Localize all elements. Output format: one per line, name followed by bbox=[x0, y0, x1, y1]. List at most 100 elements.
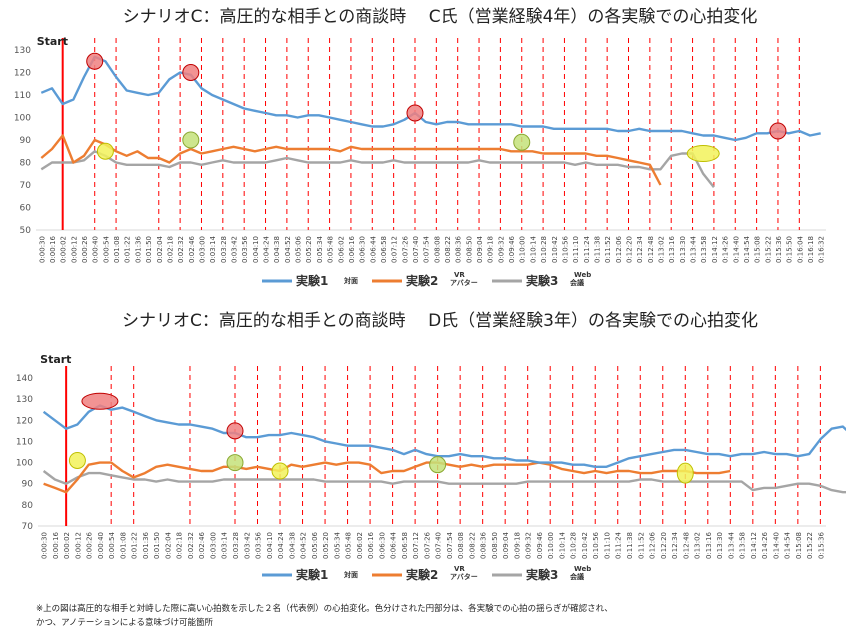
x-tick-label: 0:14:54 bbox=[784, 531, 792, 559]
legend-tag: VR アバター bbox=[450, 565, 478, 581]
x-tick-label: 0:00:30 bbox=[38, 236, 46, 263]
x-tick-label: 0:07:26 bbox=[401, 235, 409, 263]
legend-label: 実験3 bbox=[526, 567, 558, 582]
x-tick-label: 0:12:48 bbox=[647, 236, 655, 263]
y-tick-label: 80 bbox=[22, 501, 34, 511]
x-tick-label: 0:12:06 bbox=[649, 531, 657, 559]
highlight-circle-green bbox=[513, 133, 531, 151]
x-tick-label: 0:01:50 bbox=[153, 532, 161, 559]
x-tick-label: 0:06:02 bbox=[337, 236, 345, 263]
x-tick-label: 0:08:22 bbox=[468, 532, 476, 559]
x-tick-label: 0:04:38 bbox=[288, 532, 296, 559]
x-tick-label: 0:10:56 bbox=[592, 531, 600, 559]
x-tick-label: 0:05:34 bbox=[316, 235, 324, 263]
x-tick-label: 0:10:00 bbox=[519, 236, 527, 263]
highlight-circle-red bbox=[226, 422, 244, 440]
x-tick-label: 0:07:26 bbox=[423, 531, 431, 559]
highlight-circle-red bbox=[406, 104, 424, 122]
x-tick-label: 0:13:02 bbox=[658, 236, 666, 263]
x-tick-label: 0:03:14 bbox=[221, 531, 229, 559]
x-tick-label: 0:06:02 bbox=[356, 532, 364, 559]
series-line-1 bbox=[40, 55, 821, 142]
y-tick-label: 60 bbox=[20, 204, 32, 214]
y-tick-label: 140 bbox=[16, 374, 33, 384]
x-tick-label: 0:13:44 bbox=[727, 531, 735, 559]
highlight-circle-green bbox=[429, 456, 447, 474]
x-tick-label: 0:06:44 bbox=[390, 531, 398, 559]
x-tick-label: 0:13:58 bbox=[739, 532, 747, 559]
x-tick-label: 0:14:40 bbox=[732, 236, 740, 263]
y-tick-label: 50 bbox=[20, 226, 32, 236]
x-tick-label: 0:13:16 bbox=[705, 531, 713, 559]
x-tick-label: 0:10:28 bbox=[570, 532, 578, 559]
x-tick-label: 0:02:32 bbox=[177, 236, 185, 263]
x-tick-label: 0:14:26 bbox=[761, 531, 769, 559]
highlight-circle-yellow bbox=[676, 462, 694, 484]
highlight-circle-green bbox=[226, 454, 244, 472]
x-tick-label: 0:14:40 bbox=[772, 532, 780, 559]
x-tick-label: 0:09:32 bbox=[497, 236, 505, 263]
highlight-circle-yellow bbox=[68, 451, 86, 469]
x-tick-label: 0:03:42 bbox=[243, 532, 251, 559]
x-tick-label: 0:10:28 bbox=[540, 236, 548, 263]
x-tick-label: 0:10:14 bbox=[529, 235, 537, 263]
x-tick-label: 0:11:38 bbox=[593, 236, 601, 263]
x-tick-label: 0:13:30 bbox=[679, 236, 687, 263]
series-line-1 bbox=[42, 404, 846, 468]
x-tick-label: 0:11:52 bbox=[604, 236, 612, 263]
chart-d-heart-rate: シナリオC：高圧的な相手との商談時 D氏（営業経験3年）の各実験での心拍変化 70… bbox=[16, 311, 846, 582]
x-tick-label: 0:02:46 bbox=[188, 235, 196, 263]
series-line-3 bbox=[42, 470, 846, 494]
highlight-circle-yellow bbox=[686, 145, 720, 162]
x-tick-label: 0:04:10 bbox=[266, 532, 274, 559]
x-tick-label: 0:10:00 bbox=[547, 532, 555, 559]
x-tick-label: 0:06:16 bbox=[367, 531, 375, 559]
x-tick-label: 0:00:40 bbox=[92, 236, 100, 263]
x-tick-label: 0:07:12 bbox=[391, 236, 399, 263]
y-tick-label: 90 bbox=[22, 480, 34, 490]
x-tick-label: 0:11:52 bbox=[637, 532, 645, 559]
x-tick-label: 0:05:06 bbox=[311, 531, 319, 559]
x-tick-label: 0:03:56 bbox=[255, 531, 263, 559]
y-tick-label: 120 bbox=[14, 69, 31, 79]
x-tick-label: 0:13:58 bbox=[700, 236, 708, 263]
x-tick-label: 0:02:32 bbox=[187, 532, 195, 559]
x-tick-label: 0:00:12 bbox=[74, 532, 82, 559]
x-tick-label: 0:15:22 bbox=[764, 236, 772, 263]
legend-label: 実験1 bbox=[296, 567, 328, 582]
x-tick-label: 0:00:16 bbox=[49, 235, 57, 263]
x-tick-label: 0:00:02 bbox=[63, 532, 71, 559]
x-tick-label: 0:13:16 bbox=[668, 235, 676, 263]
x-tick-label: 0:16:18 bbox=[807, 236, 815, 263]
y-tick-label: 70 bbox=[22, 522, 34, 532]
x-tick-label: 0:15:08 bbox=[754, 236, 762, 263]
x-tick-label: 0:09:04 bbox=[502, 531, 510, 559]
start-label: Start bbox=[40, 353, 71, 366]
chart-title: シナリオC：高圧的な相手との商談時 D氏（営業経験3年）の各実験での心拍変化 bbox=[122, 311, 758, 331]
x-tick-label: 0:12:20 bbox=[660, 532, 668, 559]
highlight-circle-yellow bbox=[271, 462, 289, 480]
x-tick-label: 0:00:30 bbox=[41, 532, 49, 559]
x-tick-label: 0:12:34 bbox=[636, 235, 644, 263]
highlight-circle-green bbox=[182, 131, 200, 149]
x-tick-label: 0:11:10 bbox=[572, 236, 580, 263]
x-tick-label: 0:06:30 bbox=[378, 532, 386, 559]
x-tick-label: 0:03:56 bbox=[241, 235, 249, 263]
x-tick-label: 0:07:54 bbox=[446, 531, 454, 559]
y-tick-label: 70 bbox=[20, 181, 32, 191]
x-tick-label: 0:01:36 bbox=[134, 235, 142, 263]
highlight-circle-red bbox=[182, 64, 200, 81]
x-tick-label: 0:11:24 bbox=[583, 235, 591, 263]
x-tick-label: 0:08:50 bbox=[465, 236, 473, 263]
x-tick-label: 0:00:26 bbox=[86, 531, 94, 559]
chart-c-heart-rate: シナリオC：高圧的な相手との商談時 C氏（営業経験4年）の各実験での心拍変化 50… bbox=[14, 7, 826, 288]
x-tick-label: 0:09:04 bbox=[476, 235, 484, 263]
x-tick-label: 0:12:06 bbox=[615, 235, 623, 263]
x-tick-label: 0:05:20 bbox=[322, 532, 330, 559]
highlight-circle-red bbox=[81, 392, 119, 410]
x-tick-label: 0:09:18 bbox=[513, 532, 521, 559]
x-tick-label: 0:02:04 bbox=[164, 531, 172, 559]
x-tick-label: 0:05:20 bbox=[305, 236, 313, 263]
x-tick-label: 0:08:22 bbox=[444, 236, 452, 263]
